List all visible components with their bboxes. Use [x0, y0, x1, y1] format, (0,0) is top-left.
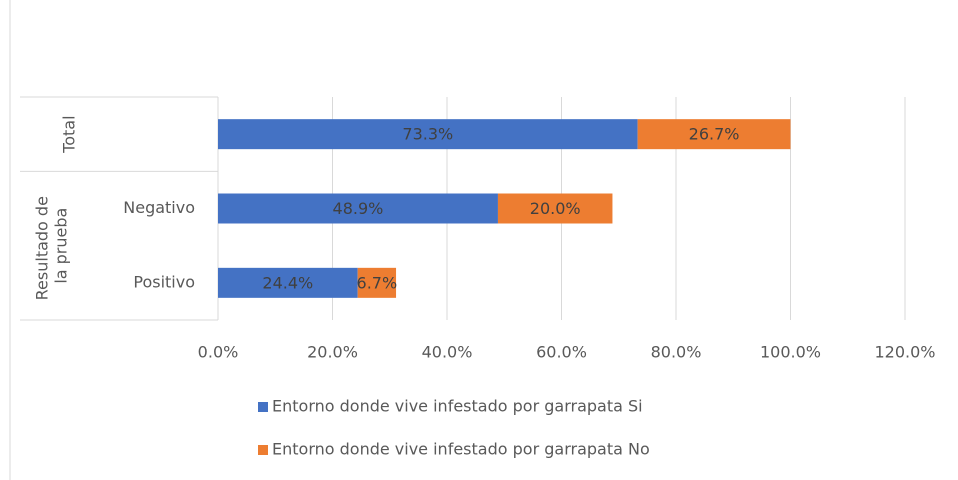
- x-tick-label: 40.0%: [422, 343, 473, 362]
- bar-segment: [357, 267, 397, 298]
- category-group-label: Total: [60, 115, 79, 153]
- x-tick-label: 0.0%: [198, 343, 239, 362]
- category-label: Negativo: [123, 198, 195, 217]
- data-label: 24.4%: [262, 273, 313, 292]
- bar-segment: [637, 119, 791, 150]
- category-group-label-line: Resultado de: [32, 191, 51, 300]
- legend-swatch: [258, 402, 268, 412]
- bar-segment: [218, 267, 358, 298]
- x-tick-label: 60.0%: [536, 343, 587, 362]
- data-label: 48.9%: [333, 199, 384, 218]
- legend-swatch: [258, 445, 268, 455]
- bar-segment: [218, 119, 638, 150]
- bar-segment: [497, 193, 613, 224]
- bar-segment: [218, 193, 498, 224]
- x-tick-label: 80.0%: [651, 343, 702, 362]
- category-group-label-line: la prueba: [51, 208, 70, 284]
- data-label: 73.3%: [402, 125, 453, 144]
- data-label: 20.0%: [530, 199, 581, 218]
- x-tick-label: 100.0%: [760, 343, 821, 362]
- x-tick-label: 20.0%: [307, 343, 358, 362]
- data-label: 26.7%: [689, 125, 740, 144]
- category-label: Positivo: [133, 272, 195, 291]
- data-label: 6.7%: [357, 273, 398, 292]
- legend-label: Entorno donde vive infestado por garrapa…: [272, 397, 643, 416]
- legend-label: Entorno donde vive infestado por garrapa…: [272, 440, 650, 459]
- category-group-label: Resultado de la prueba: [32, 191, 70, 300]
- x-tick-label: 120.0%: [874, 343, 935, 362]
